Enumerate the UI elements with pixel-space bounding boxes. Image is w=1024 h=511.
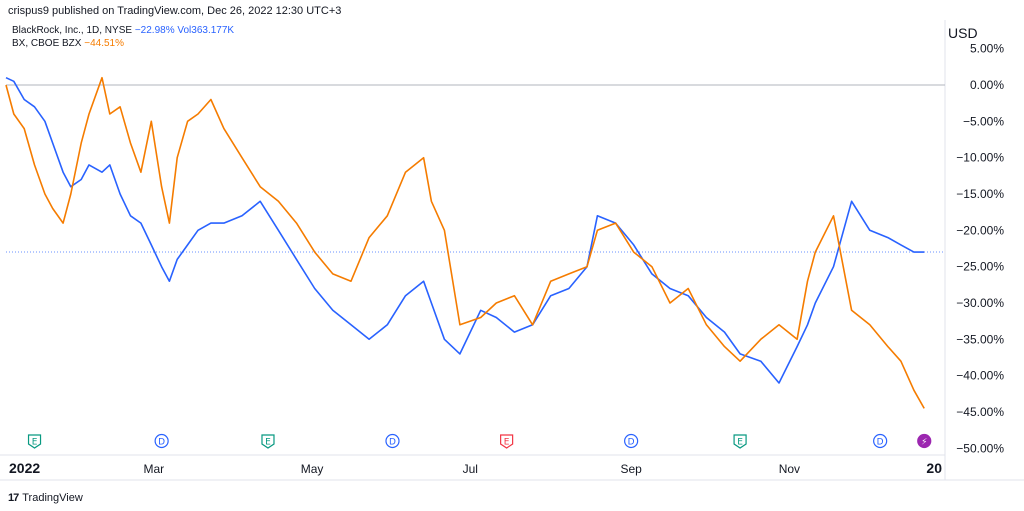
event-marker-label: D: [628, 438, 635, 448]
dividend-marker[interactable]: D: [873, 433, 888, 449]
x-tick-label: Mar: [144, 462, 165, 476]
event-marker-label: D: [389, 438, 396, 448]
earnings-marker[interactable]: E: [27, 434, 42, 449]
bx-series-line: [5, 76, 925, 409]
legend-blackrock[interactable]: BlackRock, Inc., 1D, NYSE −22.98% Vol363…: [12, 25, 234, 36]
x-tick-label: May: [301, 462, 324, 476]
currency-label[interactable]: USD: [948, 25, 978, 41]
footer: 17 TradingView: [8, 492, 83, 504]
legend-change: −44.51%: [84, 38, 125, 49]
y-tick-label: 0.00%: [970, 78, 1004, 92]
split-marker[interactable]: ⚡: [917, 433, 932, 449]
event-marker-label: D: [158, 438, 165, 448]
event-marker-label: ⚡: [921, 438, 927, 448]
y-tick-label: 5.00%: [970, 42, 1004, 56]
x-tick-label: Nov: [779, 462, 800, 476]
y-tick-label: −15.00%: [956, 187, 1004, 201]
earnings-marker[interactable]: E: [733, 434, 747, 449]
x-tick-label: 20: [926, 460, 942, 476]
y-tick-label: −25.00%: [956, 260, 1004, 274]
dividend-marker[interactable]: D: [624, 433, 639, 449]
x-tick-label: Sep: [620, 462, 642, 476]
earnings-marker[interactable]: E: [261, 434, 275, 449]
publish-line: crispus9 published on TradingView.com, D…: [8, 5, 342, 17]
dividend-marker[interactable]: D: [154, 433, 169, 449]
legend-volume: Vol363.177K: [177, 25, 235, 36]
x-tick-label: Jul: [463, 462, 478, 476]
event-marker-label: E: [504, 438, 510, 448]
legend-bx[interactable]: BX, CBOE BZX −44.51%: [12, 38, 124, 49]
event-marker-label: E: [265, 438, 271, 448]
y-tick-label: −20.00%: [956, 223, 1004, 237]
event-marker-label: D: [877, 438, 884, 448]
y-tick-label: −30.00%: [956, 296, 1004, 310]
legend-change: −22.98%: [134, 25, 175, 36]
y-tick-label: −35.00%: [956, 332, 1004, 346]
y-tick-label: −50.00%: [956, 441, 1004, 455]
y-tick-label: −40.00%: [956, 369, 1004, 383]
y-tick-label: −5.00%: [963, 114, 1004, 128]
x-tick-label: 2022: [9, 460, 40, 476]
y-tick-label: −45.00%: [956, 405, 1004, 419]
legend-series-name: BX, CBOE BZX: [12, 38, 82, 49]
event-marker-label: E: [32, 438, 38, 448]
legend-series-name: BlackRock, Inc., 1D, NYSE: [12, 25, 133, 36]
tradingview-logo-icon: 17: [8, 492, 19, 504]
blackrock-series-line: [5, 76, 925, 384]
dividend-marker[interactable]: D: [385, 433, 400, 449]
earnings-marker[interactable]: E: [500, 434, 514, 449]
event-marker-label: E: [737, 438, 743, 448]
footer-brand: TradingView: [22, 492, 83, 504]
y-tick-label: −10.00%: [956, 151, 1004, 165]
